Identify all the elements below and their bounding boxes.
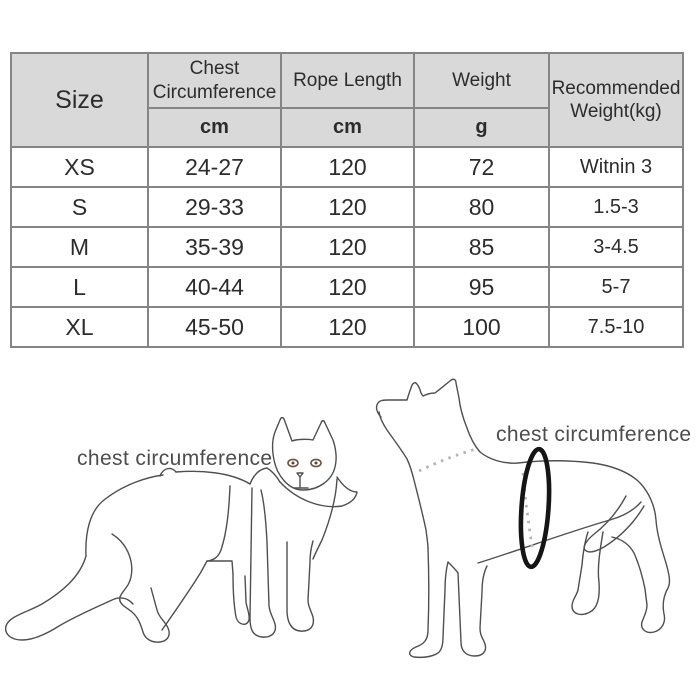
cat-far-hind-leg: [232, 573, 250, 625]
cat-left-pupil: [291, 461, 295, 465]
recommended-value: 7.5-10: [548, 306, 684, 348]
chest-value: 45-50: [147, 306, 282, 348]
size-value: XL: [10, 306, 149, 348]
chest-value: 40-44: [147, 266, 282, 308]
weight-value: 95: [413, 266, 550, 308]
rope-value: 120: [280, 146, 415, 188]
cat-near-front-leg: [249, 487, 277, 638]
table-row-l: L 40-44 120 95 5-7: [10, 266, 684, 308]
table-row-s: S 29-33 120 80 1.5-3: [10, 186, 684, 228]
dog-body-outline: [375, 378, 671, 634]
table-row-m: M 35-39 120 85 3-4.5: [10, 226, 684, 268]
chest-value: 24-27: [147, 146, 282, 188]
cat-back-to-shoulder: [175, 470, 251, 485]
dog-near-front-leg: [409, 547, 449, 659]
unit-chest: cm: [147, 107, 282, 148]
cat-back: [85, 474, 164, 557]
chest-value: 35-39: [147, 226, 282, 268]
dog-front-leg-join: [447, 561, 459, 574]
cat-head-outline: [271, 416, 337, 491]
cat-back-bump: [159, 467, 177, 477]
chest-value: 29-33: [147, 186, 282, 228]
weight-value: 72: [413, 146, 550, 188]
cat-drawing: [4, 416, 358, 643]
cat-belly-line: [161, 560, 208, 631]
pets-line-art: [4, 378, 671, 659]
dog-far-hind-leg: [571, 531, 604, 616]
unit-weight: g: [413, 107, 550, 148]
cat-far-front-leg: [286, 540, 315, 632]
weight-value: 85: [413, 226, 550, 268]
cat-right-side: [312, 478, 338, 560]
dog-far-front-leg: [457, 565, 488, 657]
rope-value: 120: [280, 226, 415, 268]
cat-ruff-flap: [249, 467, 281, 485]
cat-chest-far-line: [207, 485, 231, 562]
column-header-chest: Chest Circumference: [147, 52, 282, 109]
cat-chest-circumference-label: chest circumference: [77, 447, 273, 470]
recommended-value: 1.5-3: [548, 186, 684, 228]
rope-value: 120: [280, 266, 415, 308]
cat-near-hind-leg: [111, 533, 170, 643]
dog-belly-line: [477, 501, 642, 564]
table-row-xl: XL 45-50 120 100 7.5-10: [10, 306, 684, 348]
column-header-weight: Weight: [413, 52, 550, 109]
size-table: Size Chest Circumference Rope Length Wei…: [10, 52, 684, 348]
recommended-value: 5-7: [548, 266, 684, 308]
recommended-value: Witnin 3: [548, 146, 684, 188]
dog-chest-circumference-label: chest circumference: [496, 423, 692, 446]
column-header-rope: Rope Length: [280, 52, 415, 109]
cat-ruff-outer: [279, 476, 358, 508]
unit-rope: cm: [280, 107, 415, 148]
cat-right-pupil: [314, 461, 318, 465]
table-header-row: Size Chest Circumference Rope Length Wei…: [10, 52, 684, 148]
dog-neck-dotted-line: [418, 447, 477, 473]
dog-tail: [583, 495, 645, 553]
size-value: XS: [10, 146, 149, 188]
chest-measure-ring: [518, 446, 552, 570]
size-value: M: [10, 226, 149, 268]
cat-tail: [4, 555, 134, 641]
weight-value: 100: [413, 306, 550, 348]
dog-chest-front: [378, 411, 429, 549]
size-value: S: [10, 186, 149, 228]
dog-drawing: [375, 378, 671, 659]
column-header-size: Size: [10, 52, 149, 148]
size-value: L: [10, 266, 149, 308]
table-row-xs: XS 24-27 120 72 Witnin 3: [10, 146, 684, 188]
rope-value: 120: [280, 186, 415, 228]
column-header-recommended: Recommended Weight(kg): [548, 52, 684, 148]
table-unit-row: cm cm g: [11, 107, 683, 148]
rope-value: 120: [280, 306, 415, 348]
cat-harness-strap: [206, 560, 234, 575]
recommended-value: 3-4.5: [548, 226, 684, 268]
cat-nose: [293, 472, 309, 489]
weight-value: 80: [413, 186, 550, 228]
